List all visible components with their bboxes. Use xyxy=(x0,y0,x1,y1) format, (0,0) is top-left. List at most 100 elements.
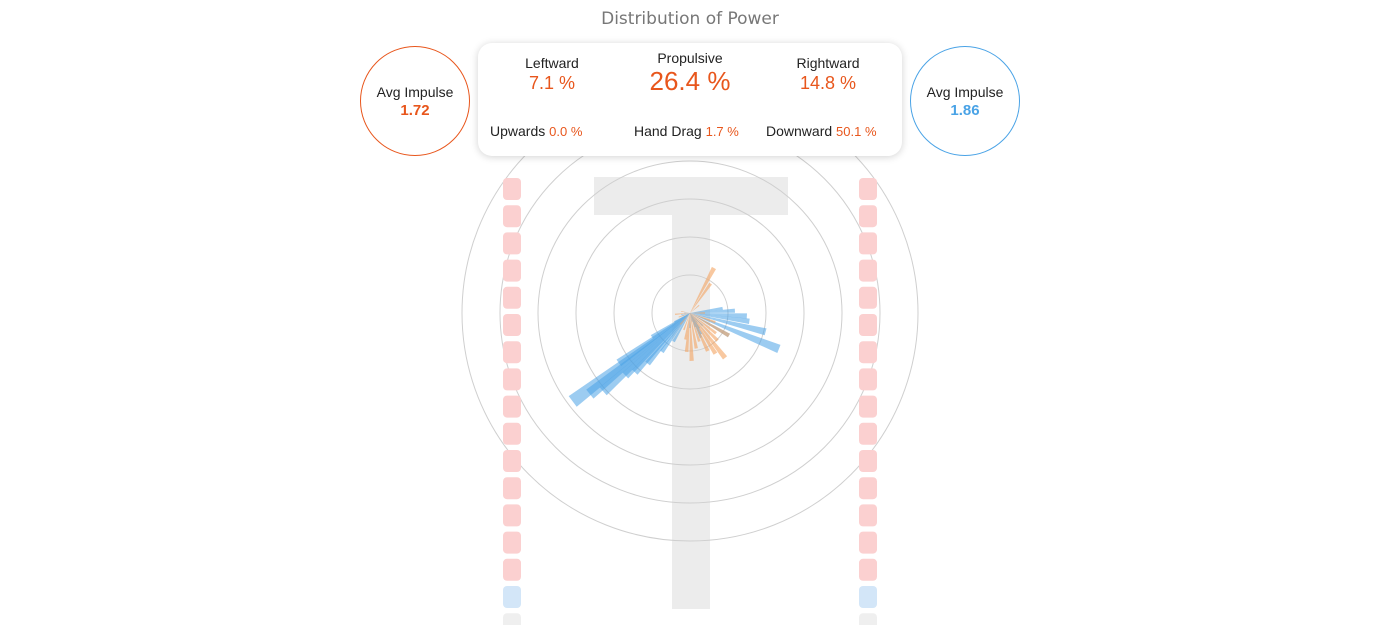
upwards-stat: Upwards 0.0 % xyxy=(490,123,582,139)
power-wedge xyxy=(690,313,728,360)
power-wedge xyxy=(690,308,735,313)
power-wedge xyxy=(568,313,690,407)
left-impulse-label: Avg Impulse xyxy=(376,83,454,100)
left-lane-marker xyxy=(503,558,521,581)
right-lane-marker xyxy=(859,205,877,228)
right-lane-marker xyxy=(859,531,877,554)
left-lane-marker xyxy=(503,314,521,336)
propulsive-stat: Propulsive 26.4 % xyxy=(618,50,762,97)
polar-ring xyxy=(613,236,767,390)
lane-line xyxy=(672,215,710,609)
right-avg-impulse-circle: Avg Impulse 1.86 xyxy=(910,46,1020,156)
left-lane-marker xyxy=(503,450,521,472)
right-lane-marker xyxy=(859,259,877,282)
power-wedge xyxy=(689,313,694,361)
right-lane-marker xyxy=(859,477,877,500)
downward-value: 50.1 % xyxy=(836,124,877,139)
right-lane-marker xyxy=(859,232,877,255)
power-wedge xyxy=(632,313,690,375)
power-wedge xyxy=(616,313,690,367)
left-lane-marker xyxy=(503,531,521,554)
power-wedge xyxy=(690,313,696,328)
left-lane-marker xyxy=(503,477,521,500)
left-lane-marker xyxy=(503,504,521,527)
power-wedge xyxy=(679,313,690,325)
downward-label: Downward xyxy=(766,123,833,139)
left-lane-marker xyxy=(503,341,521,364)
right-impulse-value: 1.86 xyxy=(950,101,980,119)
power-wedge xyxy=(690,266,716,313)
left-lane-marker xyxy=(503,178,521,200)
right-lane-marker xyxy=(859,395,877,418)
power-wedge xyxy=(690,313,716,324)
power-wedge xyxy=(690,312,705,314)
left-lane-marker xyxy=(503,422,521,445)
power-wedge xyxy=(690,313,710,352)
power-wedge xyxy=(599,313,690,396)
power-wedge xyxy=(672,313,690,343)
power-wedge xyxy=(690,304,700,313)
rightward-label: Rightward xyxy=(796,55,860,71)
upwards-value: 0.0 % xyxy=(549,124,583,139)
power-wedge xyxy=(690,313,730,338)
hand-drag-stat: Hand Drag 1.7 % xyxy=(634,123,739,139)
leftward-label: Leftward xyxy=(525,55,579,71)
power-wedge xyxy=(690,313,781,353)
left-lane-marker xyxy=(503,613,521,625)
left-lane-marker xyxy=(503,232,521,255)
left-lane-marker xyxy=(503,286,521,309)
left-lane-marker xyxy=(503,368,521,391)
power-wedge xyxy=(690,313,698,349)
power-wedge xyxy=(684,312,690,314)
power-wedge xyxy=(678,313,690,318)
power-wedge xyxy=(681,313,690,315)
upwards-label: Upwards xyxy=(490,123,546,139)
right-lane-marker xyxy=(859,450,877,472)
leftward-value: 7.1 % xyxy=(528,73,576,93)
power-wedge xyxy=(684,313,690,340)
left-lane-marker xyxy=(503,395,521,418)
power-wedge xyxy=(690,282,712,313)
right-impulse-label: Avg Impulse xyxy=(926,83,1004,100)
power-wedge xyxy=(681,311,690,313)
rightward-stat: Rightward 14.8 % xyxy=(774,55,882,94)
power-wedge xyxy=(690,313,767,336)
power-wedge xyxy=(683,313,690,331)
right-lane-marker xyxy=(859,368,877,391)
leftward-stat: Leftward 7.1 % xyxy=(500,55,604,94)
hand-drag-value: 1.7 % xyxy=(705,124,739,139)
power-wedge xyxy=(660,313,690,354)
pool-wall-bar xyxy=(594,177,788,215)
right-lane-marker xyxy=(859,422,877,445)
right-lane-marker xyxy=(859,341,877,364)
left-lane-marker xyxy=(503,259,521,282)
right-lane-marker xyxy=(859,286,877,309)
right-lane-marker xyxy=(859,586,877,608)
power-wedge xyxy=(690,313,719,342)
rightward-value: 14.8 % xyxy=(799,73,857,93)
left-avg-impulse-circle: Avg Impulse 1.72 xyxy=(360,46,470,156)
right-lane-marker xyxy=(859,613,877,625)
power-wedge xyxy=(675,313,690,315)
power-wedge xyxy=(690,313,750,324)
propulsive-value: 26.4 % xyxy=(649,66,731,96)
polar-ring xyxy=(537,160,843,466)
power-stats-card: Leftward 7.1 % Propulsive 26.4 % Rightwa… xyxy=(478,43,902,156)
left-impulse-value: 1.72 xyxy=(400,101,430,119)
left-lane-marker xyxy=(503,205,521,228)
power-wedge xyxy=(690,313,717,335)
right-lane-marker xyxy=(859,314,877,336)
right-lane-marker xyxy=(859,504,877,527)
polar-ring xyxy=(575,198,805,428)
chart-title: Distribution of Power xyxy=(601,9,779,29)
power-wedge xyxy=(690,313,703,335)
hand-drag-label: Hand Drag xyxy=(634,123,702,139)
downward-stat: Downward 50.1 % xyxy=(766,123,877,139)
propulsive-label: Propulsive xyxy=(657,50,723,66)
power-wedge xyxy=(650,313,690,339)
left-lane-marker xyxy=(503,586,521,608)
power-wedge xyxy=(690,306,723,313)
power-wedge xyxy=(690,313,701,342)
power-wedge xyxy=(674,313,690,323)
